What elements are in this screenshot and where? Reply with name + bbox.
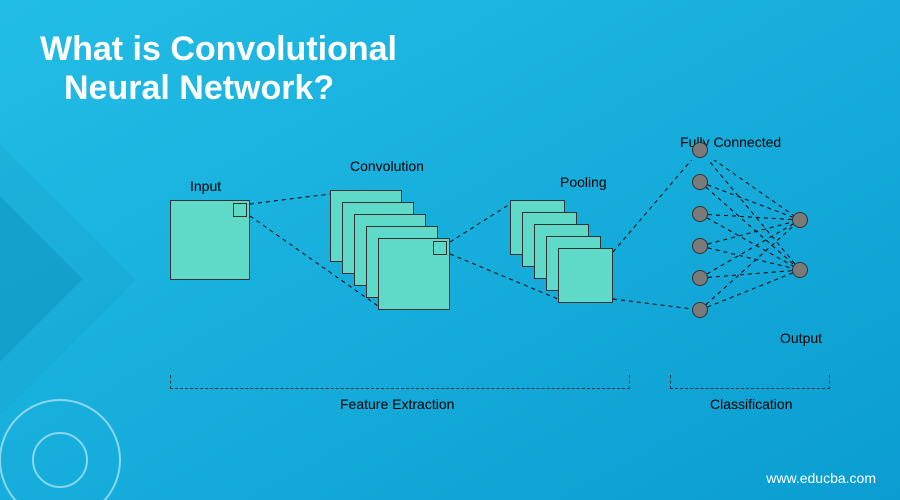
cnn-diagram: InputConvolutionPoolingFully ConnectedOu…: [80, 160, 870, 450]
fc-node: [692, 174, 708, 190]
bracket-label-feature: Feature Extraction: [340, 396, 454, 412]
kernel-marker: [433, 241, 447, 255]
page-title: What is Convolutional Neural Network?: [40, 30, 397, 108]
bracket-class: [670, 375, 830, 389]
bracket-label-class: Classification: [710, 396, 792, 412]
fc-node: [692, 142, 708, 158]
fc-node: [692, 270, 708, 286]
fc-node: [692, 302, 708, 318]
out-node: [792, 212, 808, 228]
out-node: [792, 262, 808, 278]
out-label: Output: [780, 330, 822, 346]
conv-label: Convolution: [350, 158, 424, 174]
pool-label: Pooling: [560, 174, 607, 190]
title-line1: What is Convolutional: [40, 30, 397, 69]
title-line2: Neural Network?: [40, 69, 397, 108]
fc-node: [692, 206, 708, 222]
input-label: Input: [190, 178, 221, 194]
kernel-marker: [233, 203, 247, 217]
fc-node: [692, 238, 708, 254]
pool-plate: [558, 248, 613, 303]
footer-url: www.educba.com: [766, 470, 876, 486]
bracket-feature: [170, 375, 630, 389]
